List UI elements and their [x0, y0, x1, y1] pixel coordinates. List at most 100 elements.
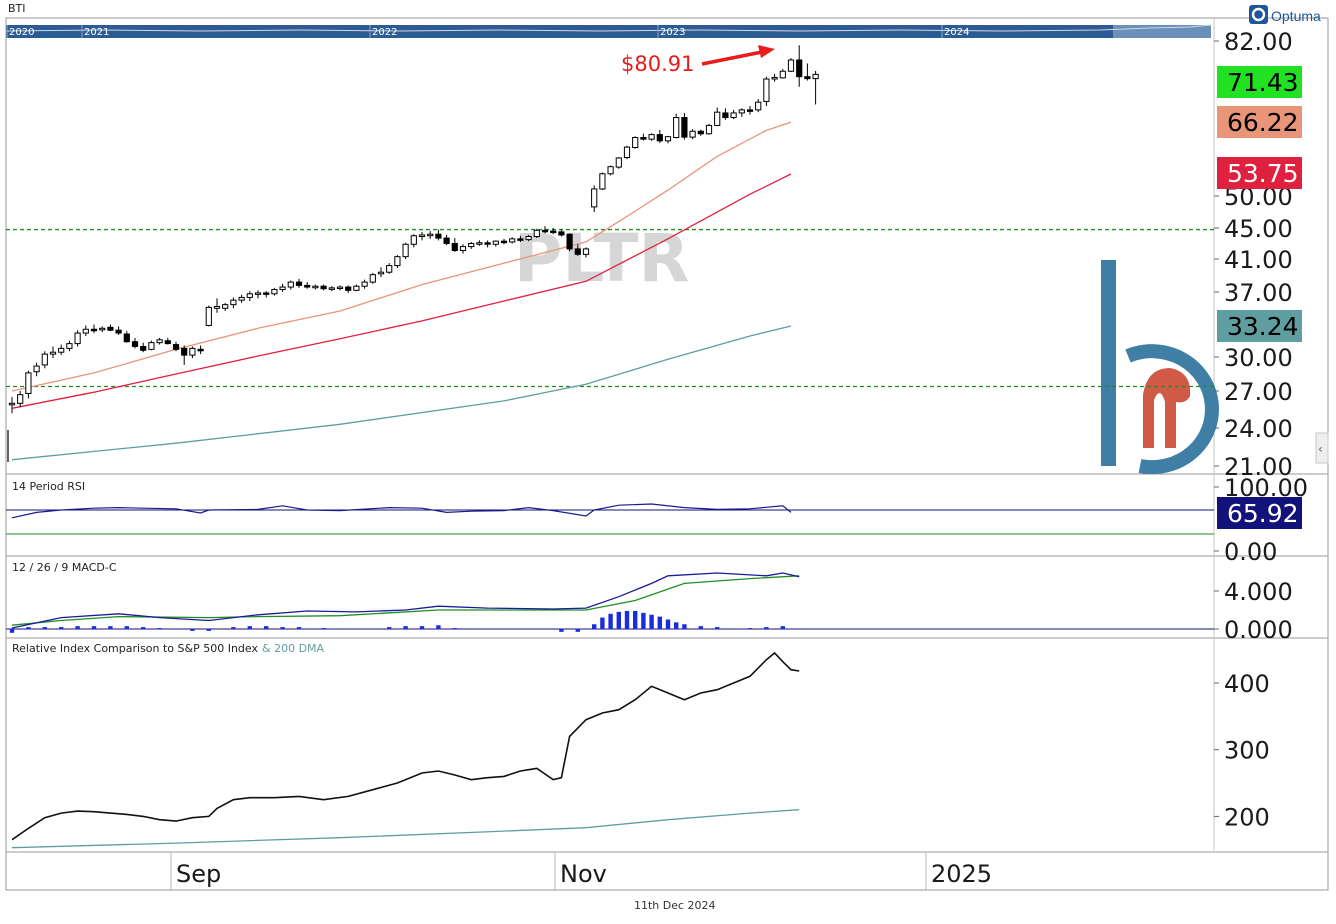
macd-histogram-bar [26, 627, 31, 629]
candle-body [148, 342, 155, 350]
macd-histogram-bar [419, 626, 425, 629]
macd-histogram-bar [592, 624, 597, 629]
candle-body [131, 341, 139, 347]
candle-body [99, 327, 106, 331]
candle-body [796, 59, 803, 78]
macd-histogram-bar [747, 628, 753, 630]
candle-body [181, 347, 188, 356]
candle-body [689, 130, 696, 138]
price-badge-label: 53.75 [1227, 159, 1299, 188]
candle-body [377, 271, 385, 275]
candle-body [279, 286, 286, 291]
macd-histogram-bar [59, 627, 64, 629]
candle-body [533, 229, 540, 238]
price-tick-label: 27.00 [1224, 378, 1293, 406]
candle-body [410, 235, 417, 245]
chart-frame [5, 17, 1329, 891]
macd-histogram-bar [75, 626, 80, 629]
candle-body [615, 157, 622, 168]
logo-stem [1101, 260, 1116, 466]
candle-body [525, 236, 532, 241]
ratio-tick-label: 200 [1224, 803, 1270, 831]
macd-histogram-bar [280, 627, 285, 629]
candle-body [353, 285, 360, 291]
rsi-badge [1217, 497, 1302, 529]
candle-body [17, 394, 24, 404]
rsi-tick-label: 0.00 [1224, 538, 1277, 566]
date-tick-label: Sep [176, 860, 221, 888]
price-tick-label: 45.00 [1224, 215, 1293, 243]
candle-body [812, 73, 819, 80]
rsi-panel [6, 503, 1214, 535]
date-tick-label: 2025 [931, 860, 992, 888]
candle-body [320, 285, 327, 290]
chevron-left-icon[interactable]: ‹ [1318, 442, 1323, 456]
symbol-label: BTI [8, 2, 26, 15]
macd-histogram-bar [206, 629, 211, 631]
sma-mid-line [11, 173, 792, 409]
macd-histogram-bar [698, 626, 703, 629]
macd-histogram-bar [452, 628, 457, 630]
macd-histogram-bar [624, 610, 630, 629]
macd-histogram-bar [616, 611, 621, 629]
candle-body [304, 284, 311, 288]
candle-body [541, 229, 549, 233]
candle-body [197, 348, 204, 352]
macd-signal-line [11, 575, 800, 626]
candle-body [66, 343, 73, 349]
side-panel-handle[interactable] [1315, 432, 1329, 464]
candle-body [418, 234, 426, 238]
macd-histogram-bar [108, 626, 113, 629]
candle-body [328, 287, 335, 290]
price-badge-label: 33.24 [1227, 312, 1299, 341]
macd-histogram-bar [674, 622, 679, 629]
sma-slow-line [11, 325, 792, 461]
logo-r-shape [1143, 368, 1191, 448]
candle-body [58, 347, 65, 353]
candle-body [558, 231, 565, 236]
candle-body [673, 117, 680, 139]
candle-body [787, 59, 795, 72]
macd-panel [6, 572, 1214, 633]
price-tick-label: 24.00 [1224, 415, 1293, 443]
candle-body [107, 326, 114, 331]
candle-body [402, 243, 409, 258]
candle-body [517, 238, 524, 241]
macd-histogram-bar [608, 613, 613, 629]
macd-histogram-bar [780, 626, 785, 629]
overview-selection[interactable] [1113, 25, 1211, 38]
macd-histogram-bar [141, 627, 146, 629]
macd-histogram-bar [633, 610, 638, 629]
overview-year-label: 2023 [660, 27, 685, 38]
candle-body [361, 281, 368, 287]
candle-body [459, 246, 467, 251]
macd-histogram-bar [436, 625, 441, 629]
brand-logo-watermark [1101, 260, 1219, 475]
price-badge [1217, 106, 1302, 138]
macd-histogram-bar [231, 627, 236, 629]
price-tick-label: 82.00 [1224, 28, 1293, 56]
ratio-tick-label: 300 [1224, 737, 1270, 765]
candle-body [664, 136, 672, 142]
candle-body [500, 240, 508, 244]
candle-body [804, 76, 811, 80]
macd-line [11, 572, 800, 629]
candle-body [722, 112, 729, 119]
macd-histogram-bar [321, 628, 326, 630]
peak-annotation-arrowhead [758, 45, 775, 58]
price-tick-label: 21.00 [1224, 453, 1293, 481]
price-panel [6, 45, 1214, 462]
overview-year-label: 2022 [372, 27, 397, 38]
macd-histogram-bar [715, 627, 720, 629]
candle-body [566, 233, 573, 250]
candle-body [763, 78, 770, 102]
logo-bowl [1125, 344, 1219, 475]
candle-body [599, 173, 606, 190]
candle-body [312, 285, 319, 289]
date-tick-label: Nov [560, 860, 607, 888]
candle-body [435, 233, 442, 239]
overview-navigator[interactable] [6, 25, 1113, 38]
candle-body [681, 117, 688, 138]
candle-body [230, 299, 237, 306]
macd-histogram-bar [575, 629, 580, 632]
